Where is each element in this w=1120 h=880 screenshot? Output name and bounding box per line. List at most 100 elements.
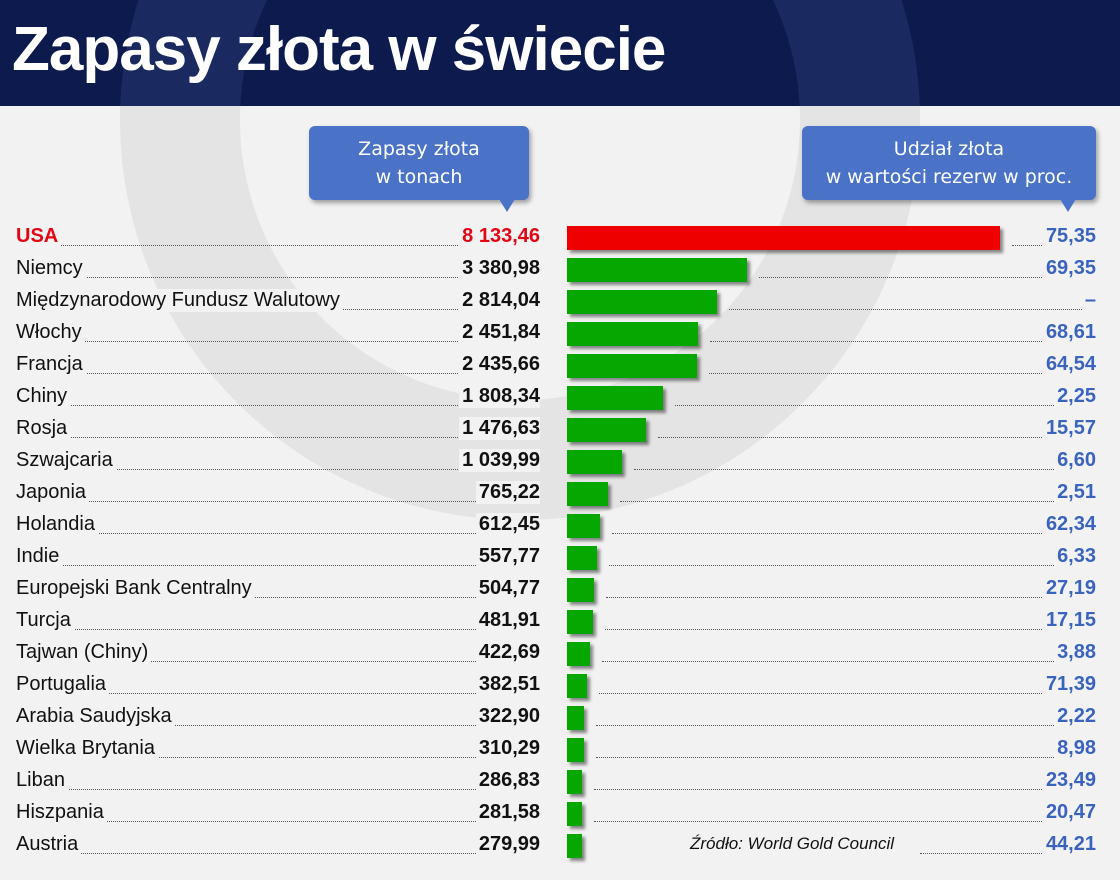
header: Zapasy złota w świecie (0, 0, 1120, 106)
table-row: Japonia 765,22 2,51 (0, 478, 1120, 510)
country-label: Francja (16, 353, 86, 376)
share-value: 20,47 (1042, 801, 1096, 824)
table-row: Włochy 2 451,84 68,61 (0, 318, 1120, 350)
dotted-leader (16, 533, 536, 534)
share-value: 44,21 (1042, 833, 1096, 856)
dotted-leader-right (594, 789, 1094, 790)
dotted-leader-right (657, 437, 1094, 438)
dotted-leader-right (601, 661, 1094, 662)
country-label: Liban (16, 769, 68, 792)
tons-callout-line-1: Zapasy złota (358, 138, 480, 160)
dotted-leader (16, 789, 536, 790)
tons-value: 1 808,34 (459, 385, 540, 408)
tons-value: 1 476,63 (459, 417, 540, 440)
tons-value: 8 133,46 (459, 225, 540, 248)
dotted-leader (16, 821, 536, 822)
share-value: 64,54 (1042, 353, 1096, 376)
table-row: Holandia 612,45 62,34 (0, 510, 1120, 542)
table-row: Chiny 1 808,34 2,25 (0, 382, 1120, 414)
bar-14 (567, 642, 590, 666)
table-row: Niemcy 3 380,98 69,35 (0, 254, 1120, 286)
country-label: USA (16, 225, 62, 248)
bar-10 (567, 514, 600, 538)
dotted-leader (16, 853, 536, 854)
tons-value: 382,51 (475, 673, 540, 696)
tons-value: 322,90 (475, 705, 540, 728)
share-value: 2,51 (1054, 481, 1096, 504)
table-row: Austria 279,99 44,21 (0, 830, 1120, 862)
tons-value: 557,77 (475, 545, 540, 568)
table-row: Wielka Brytania 310,29 8,98 (0, 734, 1120, 766)
bar-11 (567, 546, 597, 570)
dotted-leader (16, 277, 536, 278)
dotted-leader (16, 597, 536, 598)
dotted-leader-right (709, 341, 1094, 342)
bar-20 (567, 834, 582, 858)
tons-value: 481,91 (475, 609, 540, 632)
share-value: 3,88 (1054, 641, 1096, 664)
dotted-leader-right (593, 821, 1094, 822)
country-label: Wielka Brytania (16, 737, 158, 760)
dotted-leader (16, 661, 536, 662)
bar-13 (567, 610, 593, 634)
dotted-leader (16, 469, 536, 470)
country-label: Rosja (16, 417, 71, 440)
bar-2 (567, 258, 747, 282)
country-label: Arabia Saudyjska (16, 705, 175, 728)
dotted-leader-right (708, 373, 1094, 374)
dotted-leader (16, 245, 536, 246)
dotted-leader (16, 501, 536, 502)
tons-value: 2 814,04 (459, 289, 540, 312)
tons-value: 612,45 (475, 513, 540, 536)
dotted-leader-right (619, 501, 1094, 502)
dotted-leader-right (758, 277, 1094, 278)
table-row: Hiszpania 281,58 20,47 (0, 798, 1120, 830)
table-row: Liban 286,83 23,49 (0, 766, 1120, 798)
share-value: 71,39 (1042, 673, 1096, 696)
bar-1 (567, 226, 1000, 250)
share-callout-line-1: Udział złota (893, 138, 1005, 160)
dotted-leader-right (675, 405, 1094, 406)
bar-19 (567, 802, 582, 826)
dotted-leader-right (596, 725, 1094, 726)
country-label: Europejski Bank Centralny (16, 577, 255, 600)
bar-18 (567, 770, 583, 794)
tons-column-callout: Zapasy złota w tonach (309, 126, 529, 212)
bar-15 (567, 674, 588, 698)
country-label: Międzynarodowy Fundusz Walutowy (16, 289, 343, 312)
share-value: 17,15 (1042, 609, 1096, 632)
dotted-leader-right (595, 757, 1094, 758)
table-row: Europejski Bank Centralny 504,77 27,19 (0, 574, 1120, 606)
table-row: Turcja 481,91 17,15 (0, 606, 1120, 638)
bar-16 (567, 706, 585, 730)
dotted-leader (16, 405, 536, 406)
bar-5 (567, 354, 697, 378)
page-title: Zapasy złota w świecie (12, 15, 666, 84)
country-label: Hiszpania (16, 801, 107, 824)
share-value: 2,25 (1054, 385, 1096, 408)
dotted-leader-right (728, 309, 1094, 310)
tons-value: 310,29 (475, 737, 540, 760)
dotted-leader-right (608, 565, 1094, 566)
dotted-leader-right (605, 597, 1094, 598)
table-row: Portugalia 382,51 71,39 (0, 670, 1120, 702)
country-label: Szwajcaria (16, 449, 116, 472)
dotted-leader-right (634, 469, 1094, 470)
tons-value: 1 039,99 (459, 449, 540, 472)
share-value: 2,22 (1054, 705, 1096, 728)
dotted-leader (16, 565, 536, 566)
share-value: 68,61 (1042, 321, 1096, 344)
share-value: 27,19 (1042, 577, 1096, 600)
bar-3 (567, 290, 717, 314)
dotted-leader (16, 373, 536, 374)
share-value: 8,98 (1054, 737, 1096, 760)
table-row: Rosja 1 476,63 15,57 (0, 414, 1120, 446)
table-row: Arabia Saudyjska 322,90 2,22 (0, 702, 1120, 734)
bar-6 (567, 386, 664, 410)
country-label: Indie (16, 545, 63, 568)
table-row: Międzynarodowy Fundusz Walutowy 2 814,04 – (0, 286, 1120, 318)
callout-tail (1060, 199, 1076, 212)
table-row: USA 8 133,46 75,35 (0, 222, 1120, 254)
bar-4 (567, 322, 698, 346)
tons-value: 2 435,66 (459, 353, 540, 376)
